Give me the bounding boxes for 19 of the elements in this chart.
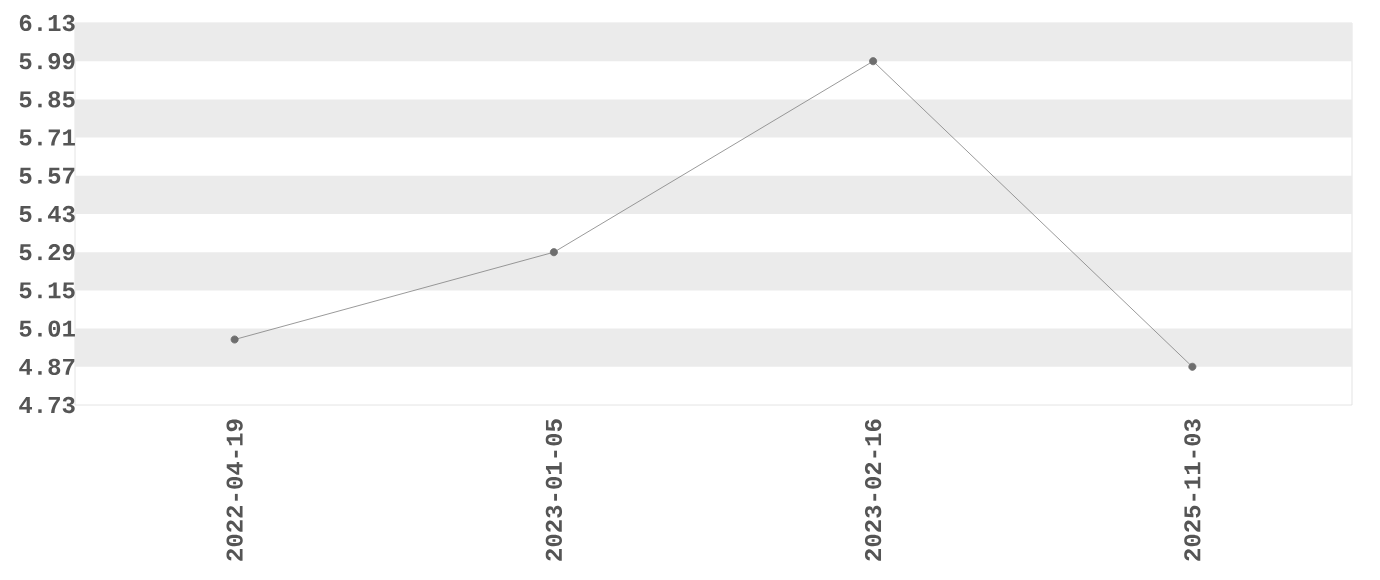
x-tick-label: 2022-04-19 (226, 419, 243, 561)
y-tick-label: 6.13 (19, 14, 75, 32)
y-tick-label: 5.57 (19, 167, 75, 184)
x-tick-label: 2023-02-16 (864, 419, 882, 561)
point (230, 335, 239, 344)
y-tick-label: 5.15 (19, 282, 75, 299)
y-tick-label: 5.29 (19, 244, 75, 261)
point (869, 57, 878, 66)
x-tick-label: 2023-01-05 (545, 419, 563, 561)
point (1188, 362, 1197, 371)
point (549, 248, 558, 257)
x-tick-label: 2025-11-03 (1184, 419, 1201, 561)
y-tick-label: 4.87 (19, 358, 75, 375)
y-tick-label: 5.85 (19, 91, 75, 108)
y-tick-label: 5.71 (19, 129, 75, 146)
y-tick-label: 5.43 (19, 205, 75, 223)
y-tick-label: 4.73 (19, 396, 75, 414)
y-tick-label: 5.99 (19, 53, 75, 70)
y-tick-label: 5.01 (19, 320, 75, 337)
